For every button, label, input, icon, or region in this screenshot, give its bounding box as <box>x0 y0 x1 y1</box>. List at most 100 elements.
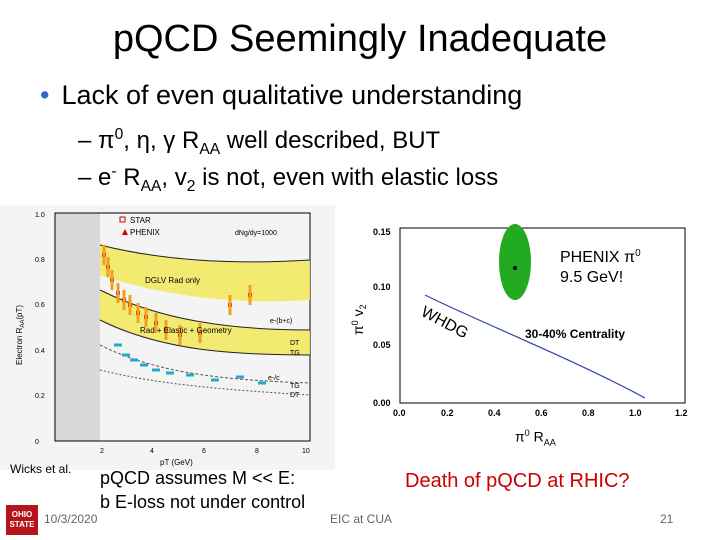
shaded-region <box>55 213 100 441</box>
band-label-dglv: DGLV Rad only <box>145 276 200 285</box>
x-tick: 0.4 <box>488 408 501 418</box>
x-label-tail: R <box>529 428 544 445</box>
band-label-ec: e-/c <box>268 375 280 382</box>
x-tick: 0.6 <box>535 408 548 418</box>
x-tick: 8 <box>255 448 259 455</box>
superscript: 0 <box>114 126 124 143</box>
data-markers <box>102 245 266 385</box>
band-label-eb: e-(b+c) <box>270 318 292 325</box>
y-tick: 0.05 <box>373 340 391 350</box>
x-tick: 10 <box>302 448 310 455</box>
bullet-dot-icon: • <box>40 80 50 110</box>
sub-bullet-1: – π0, η, γ RAA well described, BUT <box>78 126 440 159</box>
y-axis-label: π0 v2 <box>350 304 368 335</box>
y-label-tail: (pT) <box>15 305 24 320</box>
subscript: 2 <box>186 177 196 195</box>
logo-line: OHIO <box>11 510 33 519</box>
footer-date: 10/3/2020 <box>44 512 98 526</box>
band-label-rad: Rad + Elastic + Geometry <box>140 326 232 335</box>
y-label-tail: v <box>350 309 366 320</box>
y-label-sup: 0 <box>350 320 360 325</box>
slide-title: p​QCD Seemingly Inadequate <box>112 18 608 60</box>
annotation-dng: dNg/dy=1000 <box>235 230 277 237</box>
x-tick: 1.2 <box>675 408 688 418</box>
conclusion: Death of p​QCD at RHIC? <box>405 470 630 492</box>
text-part: R <box>116 164 141 191</box>
rad-elastic-band <box>100 290 310 355</box>
y-tick: 0.4 <box>35 348 45 355</box>
citation: Wicks et al. <box>10 462 72 476</box>
electron-raa-figure: 0 0.2 0.4 0.6 0.8 1.0 2 4 6 8 10 pT (GeV… <box>0 205 335 470</box>
dash: – <box>78 127 92 154</box>
band-label-tg2: TG <box>290 383 300 390</box>
superscript: - <box>111 163 117 180</box>
y-axis-label: Electron RAA(pT) <box>15 305 26 365</box>
dt-curve <box>99 344 311 384</box>
point-label-text: PHENIX π <box>560 249 635 266</box>
phenix-label-line2: 9.5 GeV! <box>560 269 623 286</box>
bullet-text: Lack of even qualitative understanding <box>61 80 523 110</box>
y-tick: 0.10 <box>373 282 391 292</box>
y-label-sub: 2 <box>358 304 368 309</box>
note-line-2: b E-loss not under control <box>100 492 306 512</box>
phenix-ellipse <box>499 224 531 300</box>
page-number: 21 <box>660 512 674 526</box>
band-label-dt: DT <box>290 340 300 347</box>
pi-symbol: π <box>98 127 115 154</box>
x-tick: 0.8 <box>582 408 595 418</box>
y-label-text: π <box>350 325 366 335</box>
band-edge-1 <box>99 244 311 263</box>
band-edge-3 <box>99 319 311 356</box>
centrality-label: 30-40% Centrality <box>525 327 625 341</box>
y-tick: 0.15 <box>373 227 391 237</box>
main-bullet: • Lack of even qualitative understanding <box>40 80 522 111</box>
text-part: , v <box>161 164 187 191</box>
dglv-rad-band <box>100 245 310 302</box>
x-tick-labels: 0.0 0.2 0.4 0.6 0.8 1.0 1.2 <box>393 408 688 418</box>
band-label-tg: TG <box>290 350 300 357</box>
text-part: , η, γ R <box>123 127 200 154</box>
x-tick: 6 <box>202 448 206 455</box>
right-x-axis-label: π0 RAA <box>515 428 556 447</box>
y-tick: 0.2 <box>35 393 45 400</box>
plot-frame <box>54 212 311 442</box>
legend-star: STAR <box>130 216 151 225</box>
x-tick: 2 <box>100 448 104 455</box>
y-tick: 0.00 <box>373 398 391 408</box>
v2-vs-raa-figure: 0.00 0.05 0.10 0.15 0.0 0.2 0.4 0.6 0.8 … <box>350 224 688 418</box>
note: p​QCD assumes M << E: b E-loss not under… <box>100 466 340 514</box>
x-label-text: π <box>515 428 525 445</box>
logo-line: STATE <box>9 520 35 529</box>
footer-venue: EIC at CUA <box>330 512 393 526</box>
x-tick: 1.0 <box>629 408 642 418</box>
ohio-state-logo: OHIO STATE <box>6 505 38 535</box>
electron-symbol: e <box>98 164 112 191</box>
y-tick: 0.6 <box>35 302 45 309</box>
sub-bullet-2: – e- RAA, v2 is not, even with elastic l… <box>78 163 498 196</box>
x-tick: 4 <box>150 448 154 455</box>
point-label-sup: 0 <box>635 248 641 259</box>
y-tick: 1.0 <box>35 212 45 219</box>
y-tick: 0 <box>35 439 39 446</box>
text-part: well described, BUT <box>220 127 441 154</box>
plot-frame <box>399 227 686 404</box>
y-tick: 0.8 <box>35 257 45 264</box>
y-tick-labels: 0.00 0.05 0.10 0.15 <box>373 227 391 408</box>
text-part: is not, even with elastic loss <box>195 164 499 191</box>
legend-phenix: PHENIX <box>130 228 160 237</box>
y-tick-labels: 0 0.2 0.4 0.6 0.8 1.0 <box>35 212 45 446</box>
x-label-sub: AA <box>543 437 556 448</box>
y-label-sub: AA <box>20 320 26 328</box>
band-label-dt2: DT <box>290 392 300 399</box>
x-label-sup: 0 <box>524 428 530 438</box>
x-axis-label: pT (GeV) <box>160 458 193 467</box>
subscript: AA <box>199 140 221 158</box>
x-tick: 0.2 <box>441 408 454 418</box>
whdg-curve <box>424 294 646 399</box>
x-tick-labels: 2 4 6 8 10 <box>100 448 310 455</box>
subscript: AA <box>140 177 162 195</box>
y-label-text: Electron R <box>15 327 24 365</box>
x-tick: 0.0 <box>393 408 406 418</box>
legend-star-marker <box>119 216 126 223</box>
